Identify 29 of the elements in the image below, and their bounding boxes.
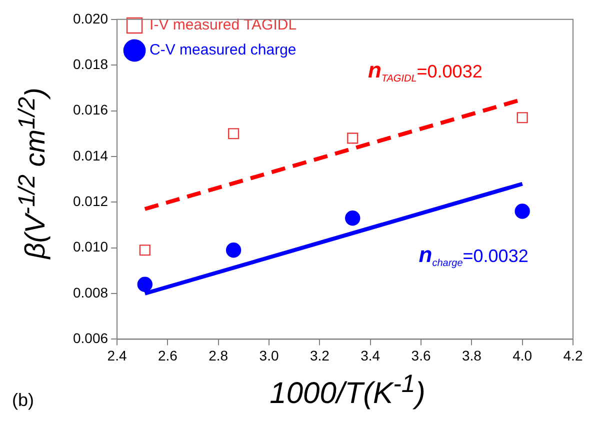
legend-label: C-V measured charge xyxy=(150,42,296,59)
y-tick-label: 0.016 xyxy=(72,102,108,118)
point xyxy=(347,132,358,144)
y-tick-label: 0.008 xyxy=(72,284,108,300)
x-tick-label: 2.8 xyxy=(208,347,228,364)
point xyxy=(514,204,530,219)
point xyxy=(226,242,242,258)
x-tick-label: 3.8 xyxy=(462,347,482,364)
point xyxy=(345,210,360,226)
y-tick-label: 0.014 xyxy=(72,147,108,164)
x-tick-label: 4.0 xyxy=(512,347,532,364)
x-tick-label: 2.4 xyxy=(107,347,127,364)
text: (b) xyxy=(12,390,34,411)
point xyxy=(228,128,240,140)
y-tick-label: 0.018 xyxy=(72,56,108,72)
point xyxy=(139,244,150,256)
point xyxy=(516,112,528,124)
y-tick-label: 0.012 xyxy=(72,193,108,209)
y-tick-label: 0.020 xyxy=(72,10,108,26)
x-tick-label: 3.4 xyxy=(360,347,380,364)
point xyxy=(137,276,152,292)
y-tick-label: 0.010 xyxy=(72,238,108,255)
x-axis-title: 1000/T(K$^{-1}$) xyxy=(268,370,426,411)
y-tick-label: 0.006 xyxy=(72,330,108,346)
x-tick-label: 2.6 xyxy=(158,347,178,364)
x-tick-label: 4.2 xyxy=(563,347,583,364)
x-tick-label: 3.2 xyxy=(310,347,330,364)
x-tick-label: 3.0 xyxy=(259,347,279,364)
x-tick-label: 3.6 xyxy=(411,347,431,364)
